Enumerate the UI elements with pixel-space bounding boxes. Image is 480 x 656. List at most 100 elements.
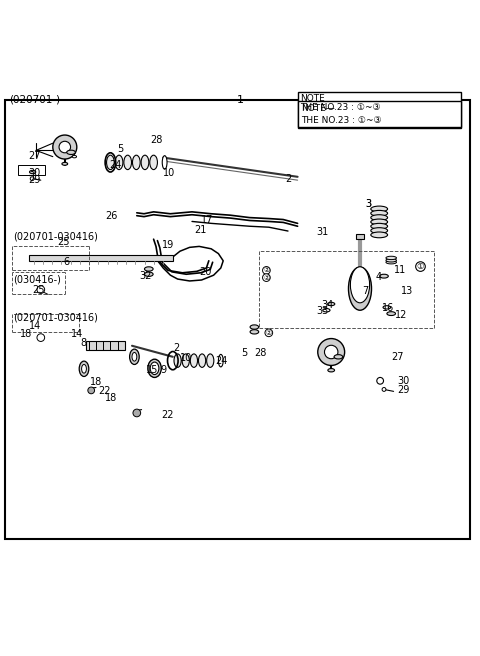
Text: 10: 10 — [180, 353, 192, 363]
Text: 27: 27 — [28, 151, 40, 161]
Text: 2: 2 — [286, 174, 292, 184]
Text: ②: ② — [263, 275, 270, 281]
Bar — [356, 234, 364, 239]
Circle shape — [265, 329, 273, 337]
Text: 27: 27 — [391, 352, 404, 362]
Text: (020701-030416): (020701-030416) — [13, 312, 98, 323]
Text: 31: 31 — [317, 227, 329, 237]
Ellipse shape — [387, 312, 396, 316]
Text: 5: 5 — [118, 144, 124, 154]
Ellipse shape — [124, 155, 132, 170]
Ellipse shape — [162, 155, 167, 169]
Text: 13: 13 — [401, 285, 413, 296]
Text: 24: 24 — [109, 160, 122, 170]
Ellipse shape — [371, 211, 388, 216]
Ellipse shape — [334, 355, 343, 359]
Ellipse shape — [82, 365, 86, 373]
Ellipse shape — [107, 155, 114, 170]
Bar — [298, 101, 461, 127]
Bar — [86, 341, 125, 350]
Text: 17: 17 — [201, 215, 213, 226]
Circle shape — [318, 338, 345, 365]
Circle shape — [53, 135, 77, 159]
Text: 18: 18 — [105, 392, 117, 403]
Text: 21: 21 — [194, 225, 207, 235]
Ellipse shape — [174, 354, 181, 367]
Ellipse shape — [386, 258, 396, 262]
Text: 3: 3 — [366, 199, 372, 209]
Text: 10: 10 — [163, 169, 176, 178]
Ellipse shape — [30, 171, 36, 174]
Text: NOTE—: NOTE— — [301, 104, 335, 113]
Text: 24: 24 — [215, 356, 228, 365]
Circle shape — [30, 177, 34, 180]
Text: 4: 4 — [376, 272, 382, 281]
Ellipse shape — [207, 354, 214, 367]
Circle shape — [37, 286, 45, 293]
Ellipse shape — [62, 163, 68, 165]
Circle shape — [133, 409, 141, 417]
Text: 14: 14 — [29, 321, 41, 331]
Text: 28: 28 — [254, 348, 267, 358]
Bar — [29, 255, 173, 261]
Text: 3: 3 — [366, 199, 372, 209]
Ellipse shape — [328, 369, 335, 372]
Ellipse shape — [380, 274, 388, 278]
Ellipse shape — [144, 267, 153, 271]
Text: 25: 25 — [58, 237, 70, 247]
Ellipse shape — [148, 359, 161, 377]
Text: 9: 9 — [161, 365, 167, 375]
Ellipse shape — [79, 361, 89, 377]
Text: 32: 32 — [139, 271, 152, 281]
Circle shape — [324, 345, 338, 359]
Ellipse shape — [72, 155, 77, 158]
Text: THE NO.23 : ①~③: THE NO.23 : ①~③ — [301, 115, 382, 125]
Text: 15: 15 — [146, 365, 159, 375]
Ellipse shape — [115, 155, 123, 170]
Text: 6: 6 — [63, 256, 70, 267]
Text: (020701-030416): (020701-030416) — [13, 232, 98, 242]
Ellipse shape — [371, 228, 388, 234]
Text: ②: ② — [263, 268, 270, 274]
Text: ①: ① — [417, 262, 424, 271]
Text: 16: 16 — [382, 303, 394, 313]
Ellipse shape — [323, 308, 330, 312]
Ellipse shape — [386, 260, 396, 264]
Ellipse shape — [190, 354, 198, 367]
Text: 20: 20 — [200, 267, 212, 277]
Circle shape — [377, 377, 384, 384]
Ellipse shape — [386, 256, 396, 260]
Ellipse shape — [199, 354, 205, 367]
Text: 29: 29 — [28, 175, 40, 185]
Ellipse shape — [371, 215, 388, 220]
Text: 34: 34 — [322, 300, 334, 310]
Text: 1: 1 — [237, 94, 243, 104]
Ellipse shape — [383, 306, 391, 309]
Text: 22: 22 — [161, 411, 173, 420]
Circle shape — [416, 262, 425, 272]
Ellipse shape — [327, 302, 335, 306]
Text: 28: 28 — [150, 135, 163, 145]
Ellipse shape — [348, 267, 372, 310]
Text: 7: 7 — [362, 286, 369, 296]
Text: (020701-): (020701-) — [10, 94, 61, 104]
Circle shape — [59, 141, 71, 153]
Text: 30: 30 — [397, 376, 410, 386]
Text: 33: 33 — [317, 306, 329, 316]
Text: (030416-): (030416-) — [13, 274, 61, 284]
Text: 11: 11 — [394, 266, 406, 276]
Ellipse shape — [250, 325, 259, 329]
Text: NOTE: NOTE — [300, 94, 325, 103]
Circle shape — [382, 388, 386, 392]
Ellipse shape — [150, 155, 157, 170]
Circle shape — [37, 334, 45, 341]
Bar — [298, 92, 461, 128]
Text: 18: 18 — [90, 377, 103, 387]
Ellipse shape — [132, 155, 140, 170]
Ellipse shape — [250, 330, 259, 334]
Circle shape — [88, 387, 95, 394]
Text: 19: 19 — [162, 241, 175, 251]
Text: 12: 12 — [395, 310, 407, 320]
Text: 29: 29 — [397, 385, 410, 396]
Ellipse shape — [182, 354, 189, 367]
